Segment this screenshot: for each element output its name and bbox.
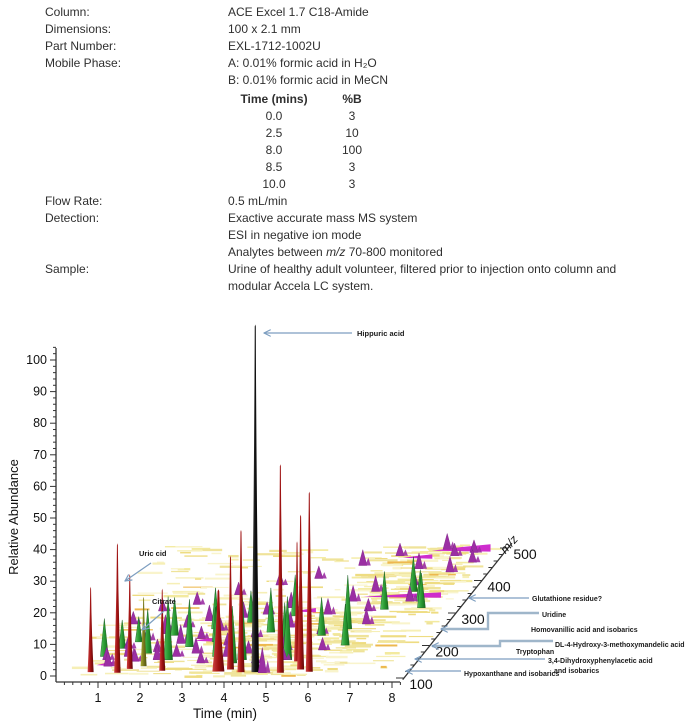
gradient-table-row: 8.5 3 (265, 160, 356, 174)
gradient-col-percentb: %B (342, 92, 362, 106)
svg-text:6: 6 (305, 691, 312, 705)
svg-text:40: 40 (33, 543, 47, 557)
field-value: Urine of healthy adult volunteer, filter… (228, 262, 617, 276)
svg-text:7: 7 (347, 691, 354, 705)
annotation-dihydroxy1: 3,4-Dihydroxyphenylacetic acid (548, 658, 653, 665)
field-value: Exactive accurate mass MS system (228, 211, 418, 225)
svg-text:70: 70 (33, 448, 47, 462)
field-value: ESI in negative ion mode (228, 228, 362, 242)
mz-italic: m/z (326, 245, 346, 259)
annotation-homovanillic: Homovanillic acid and isobarics (531, 627, 638, 634)
gradient-table-row: 10.0 3 (262, 177, 356, 191)
svg-text:2: 2 (137, 691, 144, 705)
field-label: Column: (45, 5, 90, 19)
svg-text:500: 500 (513, 546, 537, 562)
svg-text:30: 30 (33, 574, 47, 588)
field-label: Flow Rate: (45, 194, 103, 208)
svg-text:8: 8 (389, 691, 396, 705)
field-row: Dimensions: 100 x 2.1 mm (0, 21, 686, 38)
field-row: ESI in negative ion mode (0, 227, 686, 244)
svg-text:300: 300 (461, 611, 485, 627)
annotation-uridine: Uridine (542, 612, 566, 619)
field-label: Dimensions: (45, 22, 112, 36)
field-row: Detection: Exactive accurate mass MS sys… (0, 210, 686, 227)
field-value: EXL-1712-1002U (228, 39, 321, 53)
svg-text:3: 3 (179, 691, 186, 705)
field-label (45, 278, 228, 295)
annotation-dihydroxy2: and isobarics (554, 668, 599, 675)
field-row: Mobile Phase: A: 0.01% formic acid in H₂… (0, 55, 686, 72)
svg-text:90: 90 (33, 385, 47, 399)
field-label (45, 227, 228, 244)
svg-text:4: 4 (221, 691, 228, 705)
svg-text:100: 100 (26, 353, 47, 367)
field-row: Column: ACE Excel 1.7 C18-Amide (0, 4, 686, 21)
svg-text:1: 1 (95, 691, 102, 705)
gradient-table-row: 8.0 100 (265, 143, 363, 157)
svg-text:200: 200 (435, 644, 459, 660)
gradient-table-row: 2.5 10 (265, 126, 359, 140)
svg-text:10: 10 (33, 637, 47, 651)
field-row: Flow Rate: 0.5 mL/min (0, 193, 686, 210)
annotation-citrate: Citrate (152, 597, 176, 606)
annotation-dl4: DL-4-Hydroxy-3-methoxymandelic acid (555, 642, 685, 649)
field-label (45, 72, 228, 89)
svg-text:Time (min): Time (min) (193, 706, 257, 721)
field-row: modular Accela LC system. (0, 278, 686, 295)
field-row: B: 0.01% formic acid in MeCN (0, 72, 686, 89)
svg-text:80: 80 (33, 416, 47, 430)
annotation-hypoxanthane: Hypoxanthane and isobarics (464, 671, 559, 678)
field-value: modular Accela LC system. (228, 279, 374, 293)
field-row: Sample: Urine of healthy adult volunteer… (0, 261, 686, 278)
svg-text:0: 0 (40, 669, 47, 683)
svg-text:50: 50 (33, 511, 47, 525)
svg-text:60: 60 (33, 479, 47, 493)
field-value: B: 0.01% formic acid in MeCN (228, 73, 389, 87)
gradient-col-time: Time (mins) (240, 92, 308, 106)
field-value: 0.5 mL/min (228, 194, 288, 208)
field-label: Sample: (45, 262, 90, 276)
svg-text:400: 400 (487, 579, 511, 595)
field-label: Detection: (45, 211, 100, 225)
gradient-table-row: 0.0 3 (265, 109, 356, 123)
field-label: Part Number: (45, 39, 117, 53)
svg-text:5: 5 (263, 691, 270, 705)
field-value: A: 0.01% formic acid in H₂O (228, 56, 377, 70)
method-details: Column: ACE Excel 1.7 C18-Amide Dimensio… (0, 4, 686, 295)
annotation-uric: Uric cid (139, 549, 167, 558)
field-value: 100 x 2.1 mm (228, 22, 301, 36)
field-label: Mobile Phase: (45, 56, 122, 70)
annotation-tryptophan: Tryptophan (516, 649, 554, 656)
annotation-glutathione: Glutathione residue? (532, 596, 602, 603)
svg-text:20: 20 (33, 606, 47, 620)
analytes-line: Analytes between m/z 70-800 monitored (228, 245, 443, 259)
field-row-analytes: Analytes between m/z 70-800 monitored (0, 244, 686, 261)
field-value: ACE Excel 1.7 C18-Amide (228, 5, 369, 19)
svg-text:100: 100 (409, 676, 433, 692)
annotation-hippuric: Hippuric acid (357, 329, 405, 338)
gradient-table-header: Time (mins) %B (228, 91, 686, 108)
field-row: Part Number: EXL-1712-1002U (0, 38, 686, 55)
svg-text:Relative Abundance: Relative Abundance (6, 459, 21, 575)
